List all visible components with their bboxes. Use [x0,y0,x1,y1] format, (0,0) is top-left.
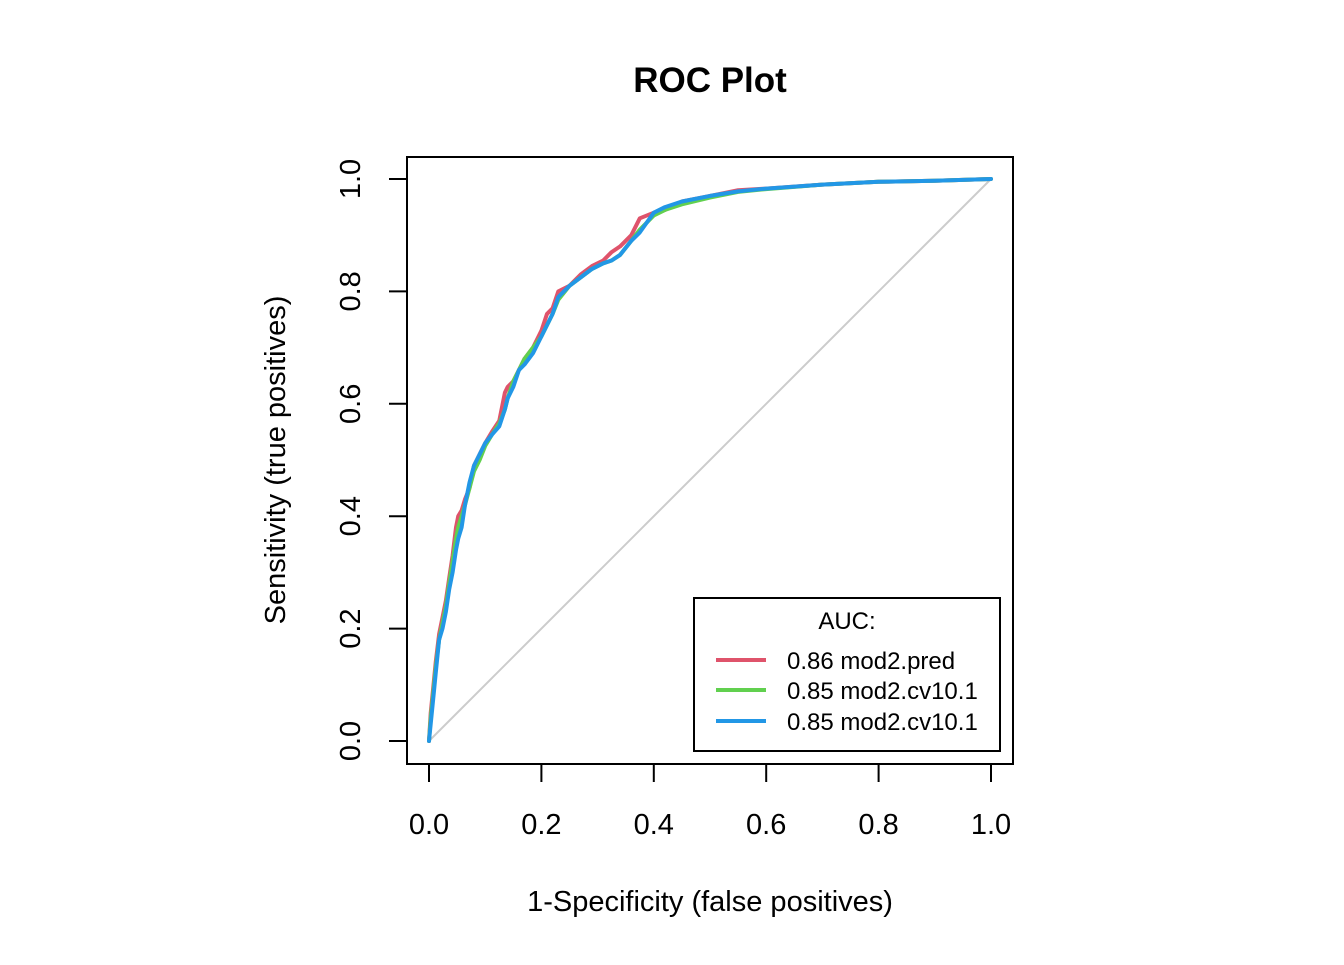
legend-label-2: 0.85 mod2.cv10.1 [787,678,978,705]
x-axis: 0.0 0.2 0.4 0.6 0.8 1.0 [409,763,1011,841]
legend-label-1: 0.86 mod2.pred [787,648,955,675]
legend-title: AUC: [818,608,875,635]
x-tick-label: 0.8 [858,809,898,841]
y-tick-label: 0.0 [335,721,367,761]
x-tick-label: 0.0 [409,809,449,841]
x-axis-label: 1-Specificity (false positives) [527,886,893,918]
legend-entries: 0.86 mod2.pred 0.85 mod2.cv10.1 0.85 mod2.… [716,648,978,736]
legend-box [693,597,1001,752]
y-tick-label: 0.6 [335,384,367,424]
y-tick-label: 0.4 [335,496,367,536]
legend: AUC: 0.86 mod2.pred 0.85 mod2.cv10.1 0.85 … [693,597,1001,752]
reference-diagonal-line [428,178,992,742]
legend-label-3: 0.85 mod2.cv10.1 [787,709,978,736]
x-tick-label: 1.0 [971,809,1011,841]
reference-group [428,178,992,742]
y-tick-label: 0.8 [335,271,367,311]
y-axis-label: Sensitivity (true positives) [260,296,292,625]
roc-series-line-3 [427,177,993,743]
x-tick-label: 0.2 [521,809,561,841]
y-axis: 0.0 0.2 0.4 0.6 0.8 1.0 [335,159,408,761]
y-tick-label: 0.2 [335,608,367,648]
chart-title: ROC Plot [633,61,787,100]
series-group [427,177,993,743]
y-tick-label: 1.0 [335,159,367,199]
x-tick-label: 0.6 [746,809,786,841]
x-tick-label: 0.4 [634,809,674,841]
